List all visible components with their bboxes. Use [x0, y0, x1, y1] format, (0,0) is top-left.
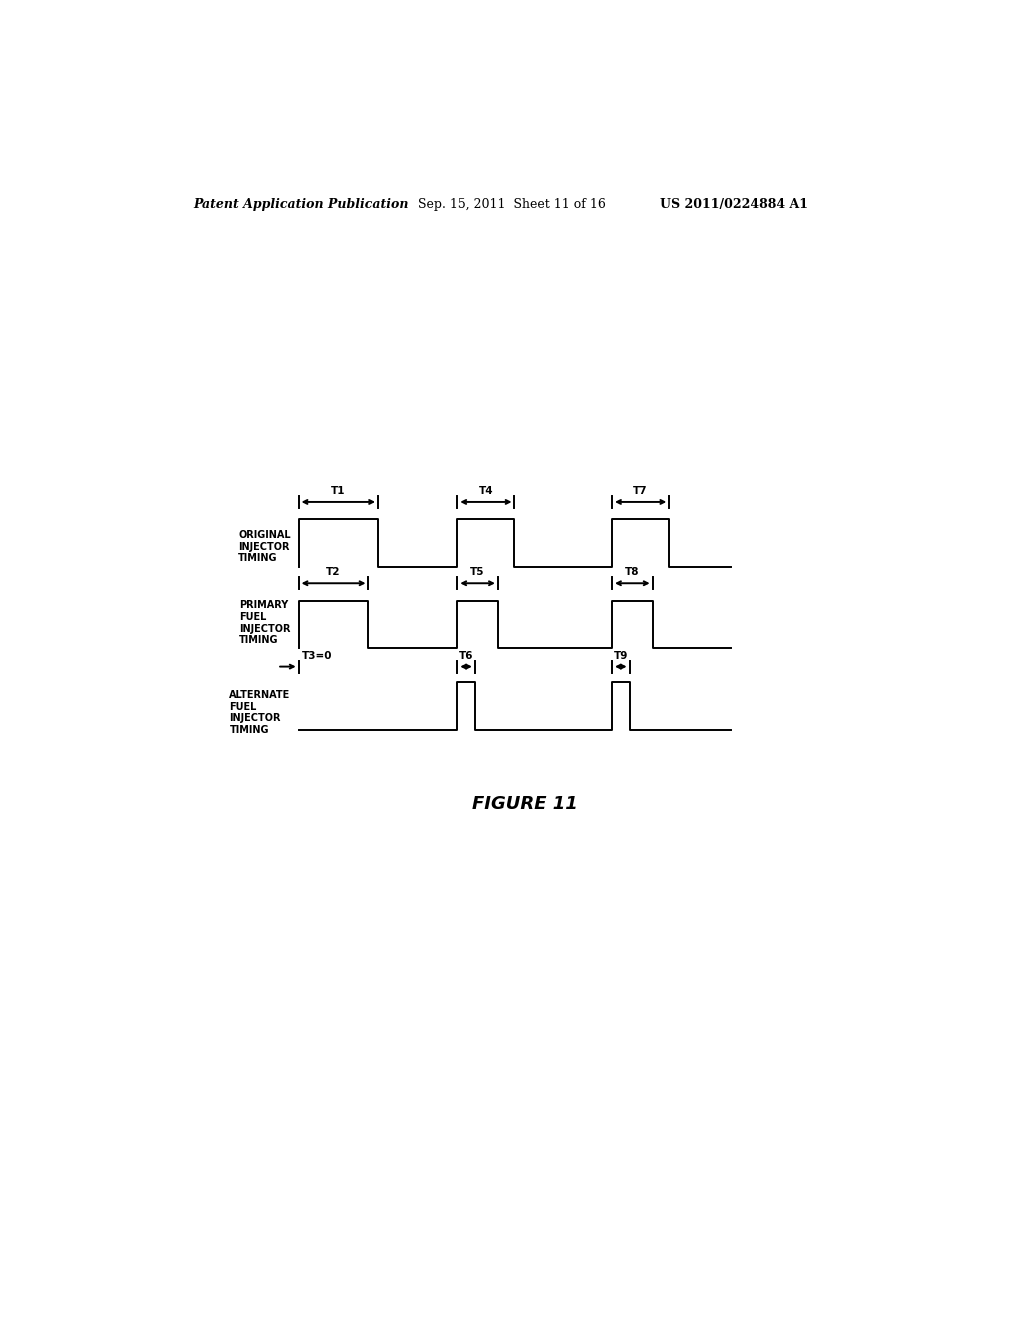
Text: ORIGINAL
INJECTOR
TIMING: ORIGINAL INJECTOR TIMING [238, 531, 291, 564]
Text: T4: T4 [478, 486, 494, 496]
Text: T2: T2 [327, 568, 341, 577]
Text: T7: T7 [634, 486, 648, 496]
Text: T1: T1 [331, 486, 345, 496]
Text: T6: T6 [459, 651, 473, 660]
Text: FIGURE 11: FIGURE 11 [472, 795, 578, 813]
Text: Sep. 15, 2011  Sheet 11 of 16: Sep. 15, 2011 Sheet 11 of 16 [418, 198, 605, 211]
Text: US 2011/0224884 A1: US 2011/0224884 A1 [659, 198, 808, 211]
Text: PRIMARY
FUEL
INJECTOR
TIMING: PRIMARY FUEL INJECTOR TIMING [240, 601, 291, 645]
Text: T8: T8 [625, 568, 640, 577]
Text: ALTERNATE
FUEL
INJECTOR
TIMING: ALTERNATE FUEL INJECTOR TIMING [229, 690, 291, 735]
Text: T9: T9 [613, 651, 628, 660]
Text: T5: T5 [470, 568, 484, 577]
Text: T3=0: T3=0 [302, 651, 333, 660]
Text: Patent Application Publication: Patent Application Publication [194, 198, 409, 211]
